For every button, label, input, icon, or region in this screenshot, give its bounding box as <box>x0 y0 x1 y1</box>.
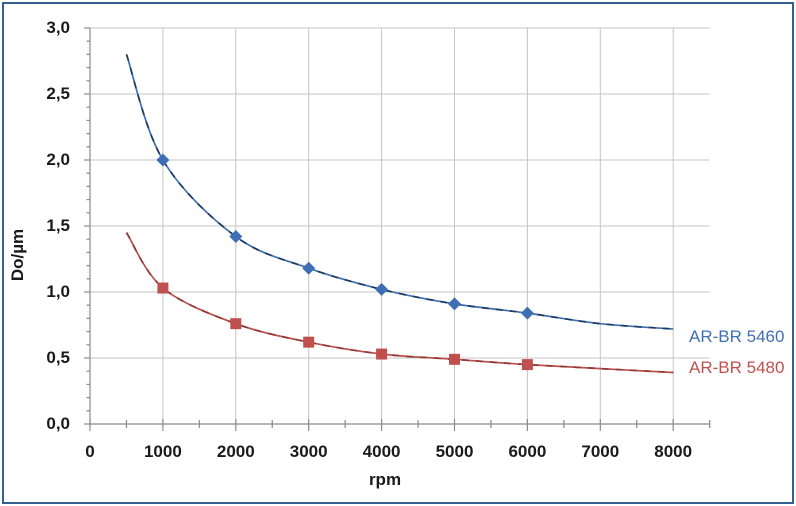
series-line-0 <box>125 54 674 330</box>
series-line-1 <box>125 232 674 374</box>
y-tick-label: 0,0 <box>46 414 70 433</box>
series-line-dash-1 <box>125 232 674 374</box>
data-point-square <box>449 353 460 365</box>
data-point-diamond <box>302 261 316 275</box>
x-tick-label: 3000 <box>289 442 328 461</box>
y-tick-label: 0,5 <box>46 348 70 367</box>
data-point-square <box>157 282 169 294</box>
y-tick-label: 1,5 <box>46 216 70 235</box>
series-line-dash-0 <box>125 54 674 330</box>
data-point-diamond <box>229 230 243 244</box>
y-tick-label: 1,0 <box>46 282 70 301</box>
data-point-square <box>376 348 388 360</box>
x-axis-title: rpm <box>368 470 402 489</box>
x-tick-label: 4000 <box>362 442 401 461</box>
x-tick-label: 7000 <box>581 442 620 461</box>
x-tick-label: 1000 <box>143 442 182 461</box>
data-point-diamond <box>520 306 534 320</box>
x-tick-label: 8000 <box>654 442 693 461</box>
y-axis-title: Do/µm <box>8 228 27 282</box>
series-label-ar-br-5460: AR-BR 5460 <box>689 327 785 346</box>
series-label-ar-br-5480: AR-BR 5480 <box>689 358 785 377</box>
data-point-square <box>230 318 242 330</box>
x-tick-label: 5000 <box>435 442 474 461</box>
x-tick-label: 2000 <box>216 442 255 461</box>
y-tick-label: 2,0 <box>46 150 70 169</box>
y-tick-label: 3,0 <box>46 18 70 37</box>
x-tick-label: 6000 <box>508 442 547 461</box>
data-point-diamond <box>448 297 461 311</box>
data-point-square <box>521 359 533 371</box>
x-tick-label: 0 <box>85 442 95 461</box>
y-tick-label: 2,5 <box>46 84 70 103</box>
data-point-diamond <box>156 153 170 167</box>
data-point-diamond <box>375 282 389 296</box>
data-point-square <box>303 336 315 348</box>
